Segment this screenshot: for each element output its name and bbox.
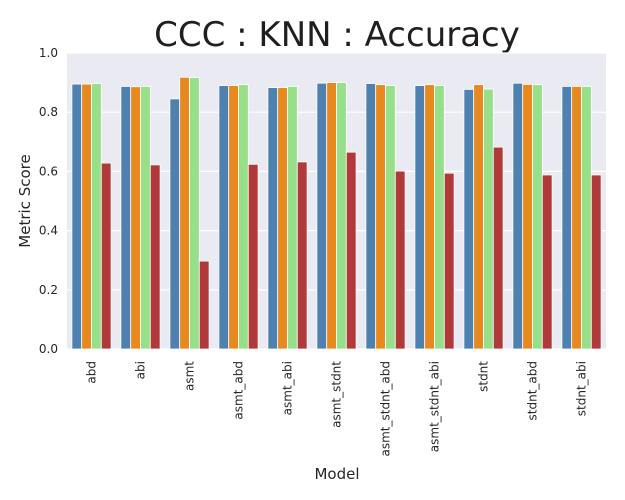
bar — [247, 163, 259, 350]
bar — [336, 82, 347, 350]
bar — [267, 87, 279, 350]
bar — [385, 85, 396, 350]
bar — [345, 151, 357, 350]
bar — [590, 174, 602, 350]
bar — [238, 84, 249, 350]
y-tick-label: 0.0 — [39, 342, 58, 356]
bar — [443, 172, 455, 350]
bar — [375, 84, 386, 350]
bar — [91, 83, 102, 350]
x-axis-label: Model — [314, 465, 359, 483]
x-tick-label: asmt_stdnt_abd — [379, 361, 393, 456]
bar — [522, 83, 533, 350]
bar — [414, 85, 426, 350]
bar — [149, 164, 161, 350]
bar — [473, 84, 484, 350]
bar — [316, 82, 328, 350]
bar — [571, 86, 582, 350]
bar — [120, 86, 132, 350]
bar — [198, 260, 210, 350]
x-tick-label: asmt_abi — [281, 361, 295, 415]
bar — [483, 88, 494, 350]
bar — [287, 86, 298, 350]
bar — [81, 83, 92, 350]
y-tick-label: 0.4 — [39, 224, 58, 238]
chart-title: CCC : KNN : Accuracy — [154, 15, 520, 55]
x-tick-label: asmt_stdnt — [330, 361, 344, 428]
x-tick-label: stdnt_abd — [526, 361, 540, 420]
bar — [492, 146, 504, 350]
x-tick-label: stdnt_abi — [575, 361, 589, 416]
bar — [218, 85, 230, 350]
y-tick-label: 1.0 — [39, 46, 58, 60]
bar — [512, 82, 524, 350]
y-tick-label: 0.2 — [39, 283, 58, 297]
y-tick-label: 0.8 — [39, 105, 58, 119]
bar — [394, 170, 406, 350]
bar — [434, 85, 445, 350]
bar — [296, 161, 308, 350]
x-tick-labels: abd abi asmt asmt_abd asmt_abi asmt_stdnt asmt… — [85, 361, 589, 457]
x-tick-label: asmt_abd — [232, 361, 246, 420]
x-tick-label: stdnt — [477, 361, 491, 392]
bar — [581, 86, 592, 350]
bar — [189, 77, 200, 350]
bar — [532, 84, 543, 350]
bar — [71, 83, 83, 350]
bars — [71, 76, 602, 350]
bar — [130, 86, 141, 350]
bar — [541, 174, 553, 350]
bar — [463, 89, 475, 350]
bar — [561, 86, 573, 350]
x-tick-label: asmt — [183, 361, 197, 391]
x-tick-label: asmt_stdnt_abi — [428, 361, 442, 452]
y-tick-labels: 0.0 0.2 0.4 0.6 0.8 1.0 — [39, 46, 58, 356]
x-tick-label: abd — [85, 361, 99, 384]
y-tick-label: 0.6 — [39, 164, 58, 178]
y-axis-label: Metric Score — [16, 154, 34, 247]
bar — [277, 87, 288, 350]
bar — [365, 83, 377, 350]
bar — [326, 82, 337, 350]
bar — [228, 85, 239, 350]
bar — [169, 98, 181, 350]
bar — [100, 162, 112, 350]
bar — [424, 84, 435, 350]
bar — [179, 76, 190, 350]
x-tick-label: abi — [134, 361, 148, 379]
bar — [140, 86, 151, 350]
